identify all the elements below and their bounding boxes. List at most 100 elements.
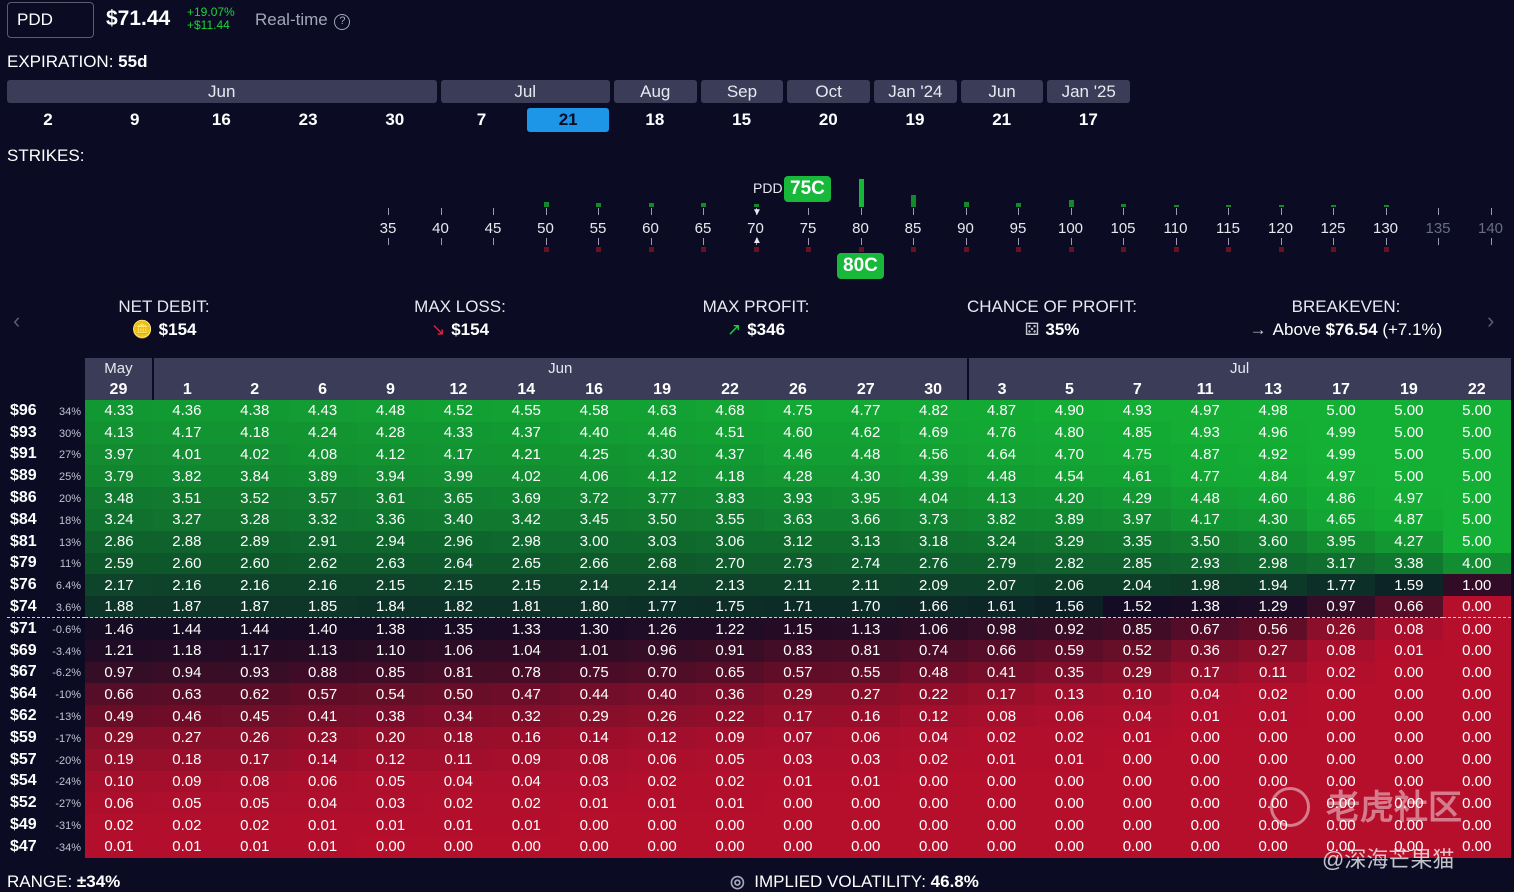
grid-cell[interactable]: 1.59 xyxy=(1374,574,1443,597)
grid-cell[interactable]: 0.00 xyxy=(1442,770,1511,793)
grid-cell[interactable]: 0.14 xyxy=(560,726,629,749)
grid-cell[interactable]: 1.04 xyxy=(492,639,561,662)
grid-cell[interactable]: 4.37 xyxy=(696,443,764,466)
strike-75[interactable]: 75 xyxy=(799,220,817,237)
grid-cell[interactable]: 3.93 xyxy=(763,487,832,509)
grid-cell[interactable]: 4.77 xyxy=(1171,465,1240,488)
grid-cell[interactable]: 4.17 xyxy=(1171,508,1240,531)
grid-cell[interactable]: 2.60 xyxy=(152,552,221,575)
grid-cell[interactable]: 0.01 xyxy=(696,792,764,815)
grid-cell[interactable]: 0.08 xyxy=(220,770,289,793)
grid-cell[interactable]: 0.67 xyxy=(1171,617,1240,640)
grid-cell[interactable]: 1.29 xyxy=(1239,596,1308,618)
grid-cell[interactable]: 3.89 xyxy=(288,465,357,488)
grid-cell[interactable]: 3.63 xyxy=(763,508,832,531)
grid-cell[interactable]: 4.01 xyxy=(152,443,221,466)
grid-cell[interactable]: 4.21 xyxy=(492,443,561,466)
grid-cell[interactable]: 0.02 xyxy=(492,792,561,815)
grid-cell[interactable]: 5.00 xyxy=(1442,400,1511,422)
grid-cell[interactable]: 4.61 xyxy=(1103,465,1172,488)
grid-cell[interactable]: 0.00 xyxy=(1374,726,1443,749)
grid-cell[interactable]: 0.17 xyxy=(967,683,1036,706)
grid-cell[interactable]: 0.00 xyxy=(628,814,697,836)
grid-cell[interactable]: 0.10 xyxy=(85,770,153,793)
grid-cell[interactable]: 3.84 xyxy=(220,465,289,488)
grid-cell[interactable]: 3.73 xyxy=(899,508,968,531)
grid-cell[interactable]: 0.54 xyxy=(356,683,425,706)
strike-85[interactable]: 85 xyxy=(904,220,922,237)
grid-cell[interactable]: 0.04 xyxy=(899,726,968,749)
grid-cell[interactable]: 4.92 xyxy=(1239,443,1308,466)
grid-cell[interactable]: 0.03 xyxy=(763,748,832,771)
grid-cell[interactable]: 0.18 xyxy=(424,726,493,749)
grid-cell[interactable]: 0.04 xyxy=(288,792,357,815)
grid-cell[interactable]: 0.27 xyxy=(1239,639,1308,662)
grid-cell[interactable]: 2.59 xyxy=(85,552,153,575)
strike-50[interactable]: 50 xyxy=(537,220,554,237)
grid-cell[interactable]: 0.88 xyxy=(288,661,357,684)
grid-cell[interactable]: 0.65 xyxy=(696,661,764,684)
grid-cell[interactable]: 0.04 xyxy=(1171,683,1240,706)
grid-cell[interactable]: 5.00 xyxy=(1374,443,1443,466)
grid-cell[interactable]: 0.66 xyxy=(1374,596,1443,618)
grid-cell[interactable]: 3.72 xyxy=(560,487,629,509)
grid-cell[interactable]: 4.24 xyxy=(288,421,357,444)
grid-cell[interactable]: 0.00 xyxy=(1374,705,1443,727)
grid-cell[interactable]: 0.66 xyxy=(85,683,153,706)
grid-cell[interactable]: 0.00 xyxy=(424,835,493,858)
grid-cell[interactable]: 0.00 xyxy=(1442,792,1511,815)
grid-cell[interactable]: 4.98 xyxy=(1239,400,1308,422)
grid-cell[interactable]: 0.00 xyxy=(696,814,764,836)
grid-cell[interactable]: 0.00 xyxy=(1442,835,1511,858)
help-icon[interactable]: ? xyxy=(334,14,351,30)
grid-cell[interactable]: 0.08 xyxy=(967,705,1036,727)
grid-cell[interactable]: 5.00 xyxy=(1442,443,1511,466)
grid-cell[interactable]: 3.83 xyxy=(696,487,764,509)
grid-cell[interactable]: 4.43 xyxy=(288,400,357,422)
strike-45[interactable]: 45 xyxy=(484,220,502,237)
grid-cell[interactable]: 1.00 xyxy=(1442,574,1511,597)
grid-cell[interactable]: 4.87 xyxy=(1171,443,1240,466)
next-arrow-icon[interactable]: › xyxy=(1487,308,1495,333)
grid-cell[interactable]: 0.19 xyxy=(85,748,153,771)
grid-cell[interactable]: 0.00 xyxy=(1442,596,1511,618)
grid-cell[interactable]: 2.98 xyxy=(1239,552,1308,575)
grid-cell[interactable]: 3.28 xyxy=(220,508,289,531)
grid-cell[interactable]: 1.15 xyxy=(763,617,832,640)
grid-cell[interactable]: 0.85 xyxy=(1103,617,1172,640)
grid-cell[interactable]: 4.12 xyxy=(356,443,425,466)
grid-cell[interactable]: 1.66 xyxy=(899,596,968,618)
grid-cell[interactable]: 4.02 xyxy=(220,443,289,466)
grid-cell[interactable]: 1.87 xyxy=(152,596,221,618)
grid-cell[interactable]: 1.71 xyxy=(763,596,832,618)
grid-cell[interactable]: 4.40 xyxy=(560,421,629,444)
grid-cell[interactable]: 4.87 xyxy=(1374,508,1443,531)
grid-cell[interactable]: 1.35 xyxy=(424,617,493,640)
grid-cell[interactable]: 3.03 xyxy=(628,530,697,553)
grid-cell[interactable]: 0.00 xyxy=(1374,792,1443,815)
grid-cell[interactable]: 1.40 xyxy=(288,617,357,640)
grid-cell[interactable]: 3.55 xyxy=(696,508,764,531)
grid-cell[interactable]: 1.13 xyxy=(288,639,357,662)
grid-cell[interactable]: 2.94 xyxy=(356,530,425,553)
grid-cell[interactable]: 0.00 xyxy=(1103,814,1172,836)
grid-cell[interactable]: 0.01 xyxy=(1374,639,1443,662)
grid-cell[interactable]: 4.54 xyxy=(1035,465,1104,488)
grid-cell[interactable]: 0.03 xyxy=(356,792,425,815)
grid-cell[interactable]: 0.57 xyxy=(763,661,832,684)
grid-cell[interactable]: 0.27 xyxy=(831,683,900,706)
strike-135[interactable]: 135 xyxy=(1425,220,1451,237)
grid-cell[interactable]: 0.78 xyxy=(492,661,561,684)
grid-cell[interactable]: 3.40 xyxy=(424,508,493,531)
grid-cell[interactable]: 2.96 xyxy=(424,530,493,553)
grid-cell[interactable]: 0.02 xyxy=(85,814,153,836)
grid-cell[interactable]: 0.00 xyxy=(492,835,561,858)
grid-cell[interactable]: 3.97 xyxy=(85,443,153,466)
grid-cell[interactable]: 2.15 xyxy=(356,574,425,597)
strike-70[interactable]: 70 xyxy=(747,220,764,237)
grid-cell[interactable]: 0.01 xyxy=(560,792,629,815)
grid-cell[interactable]: 4.86 xyxy=(1307,487,1375,509)
grid-cell[interactable]: 2.88 xyxy=(152,530,221,553)
grid-cell[interactable]: 3.94 xyxy=(356,465,425,488)
grid-cell[interactable]: 0.02 xyxy=(1239,683,1308,706)
